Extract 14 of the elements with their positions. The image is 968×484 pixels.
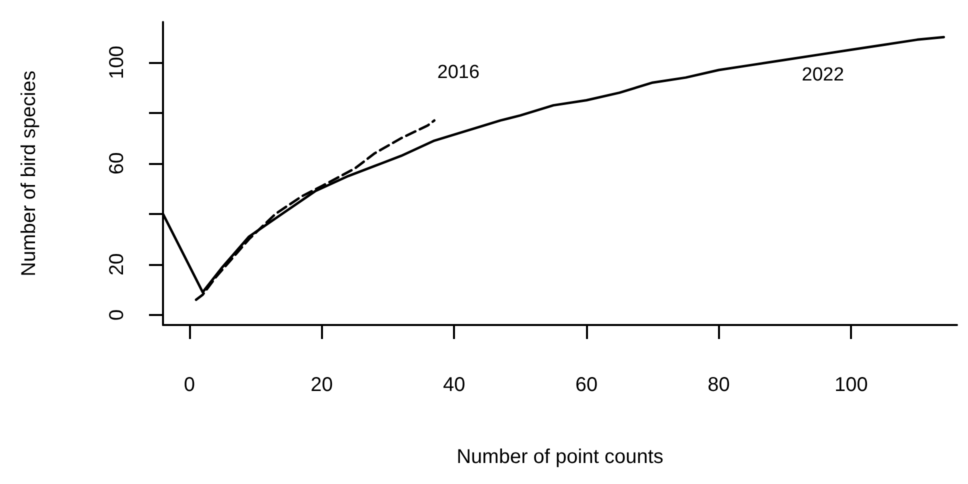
x-axis-title: Number of point counts xyxy=(456,446,664,468)
x-tick-label: 20 xyxy=(310,374,333,396)
series-label: 2016 xyxy=(437,62,480,83)
y-tick-label: 0 xyxy=(106,309,128,320)
x-tick-label: 100 xyxy=(834,374,868,396)
x-tick-label: 40 xyxy=(443,374,466,396)
series-label: 2022 xyxy=(802,64,844,86)
x-tick-label: 0 xyxy=(184,374,196,396)
y-axis-title: Number of bird species xyxy=(18,70,40,276)
y-tick-label: 100 xyxy=(106,46,128,80)
x-tick-label: 80 xyxy=(708,374,730,396)
y-tick-label: 60 xyxy=(106,152,128,175)
x-tick-label: 60 xyxy=(575,374,598,396)
y-tick-label: 20 xyxy=(106,253,128,276)
